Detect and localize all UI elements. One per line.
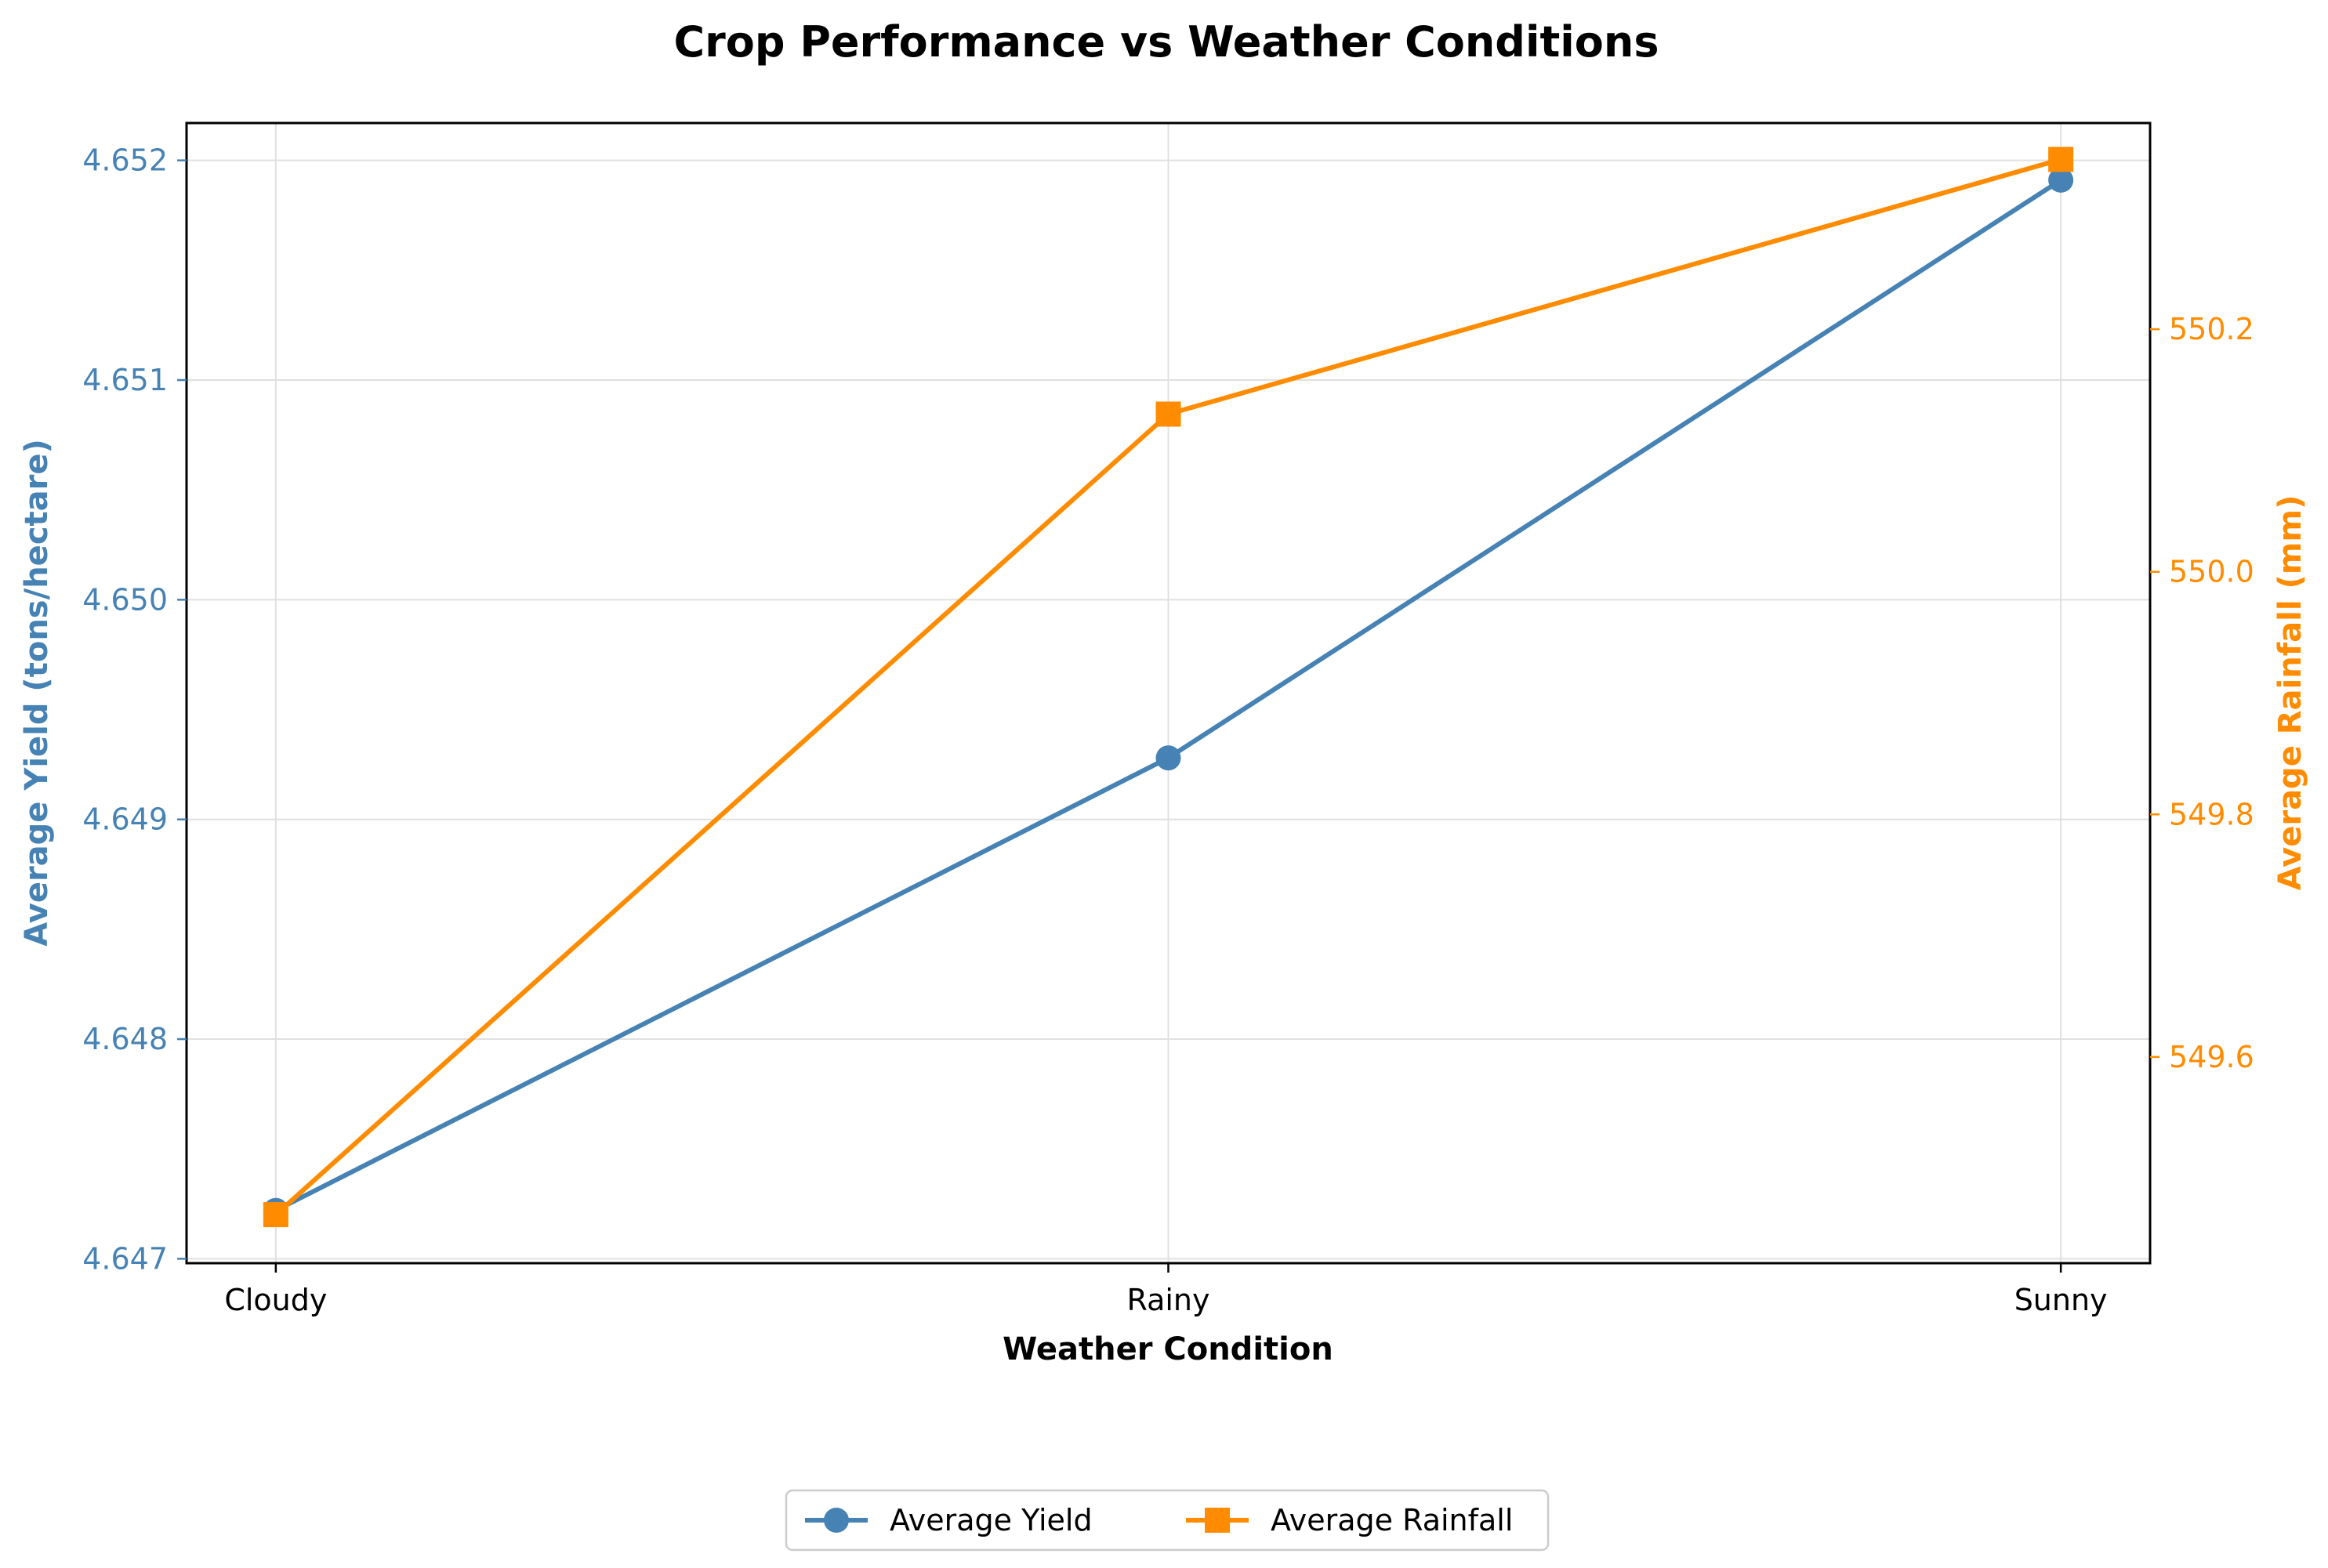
chart-title: Crop Performance vs Weather Conditions <box>674 17 1659 67</box>
grid <box>187 123 2150 1263</box>
x-tick-label: Cloudy <box>224 1283 327 1317</box>
y-right-tick-label: 549.8 <box>2169 797 2254 831</box>
y-left-tick-label: 4.648 <box>82 1022 168 1056</box>
average-yield-point <box>1155 745 1181 771</box>
x-axis: Cloudy Rainy Sunny <box>224 1263 2108 1317</box>
y-left-tick-label: 4.647 <box>82 1241 168 1276</box>
legend-marker <box>824 1508 849 1533</box>
y-right-tick-label: 550.2 <box>2169 312 2254 346</box>
y-right-tick-label: 549.6 <box>2169 1040 2254 1074</box>
plot-series <box>263 147 2074 1228</box>
legend-marker <box>1205 1508 1230 1533</box>
average-rainfall-point <box>1155 401 1181 427</box>
y-left-tick-label: 4.649 <box>82 802 168 837</box>
y-right-tick-label: 550.0 <box>2169 555 2254 589</box>
x-tick-label: Sunny <box>2014 1283 2108 1317</box>
legend: Average Yield Average Rainfall <box>785 1489 1550 1552</box>
x-axis-label: Weather Condition <box>1003 1331 1333 1367</box>
legend-label: Average Yield <box>890 1503 1093 1537</box>
y-left-tick-label: 4.650 <box>82 582 168 617</box>
y-axis-left-label: Average Yield (tons/hectare) <box>19 439 55 947</box>
average-yield-point <box>2048 167 2074 193</box>
legend-label: Average Rainfall <box>1271 1503 1513 1537</box>
average-rainfall-point <box>263 1202 288 1228</box>
y-left-tick-label: 4.651 <box>82 363 168 397</box>
x-tick-label: Rainy <box>1127 1283 1210 1317</box>
y-axis-right: 549.6 549.8 550.0 550.2 <box>2150 312 2254 1074</box>
legend-box <box>785 1489 1550 1552</box>
y-axis-right-label: Average Rainfall (mm) <box>2272 495 2308 891</box>
y-left-tick-label: 4.652 <box>82 143 168 178</box>
average-rainfall-point <box>2048 147 2074 172</box>
y-axis-left: 4.647 4.648 4.649 4.650 4.651 4.652 <box>82 143 187 1276</box>
